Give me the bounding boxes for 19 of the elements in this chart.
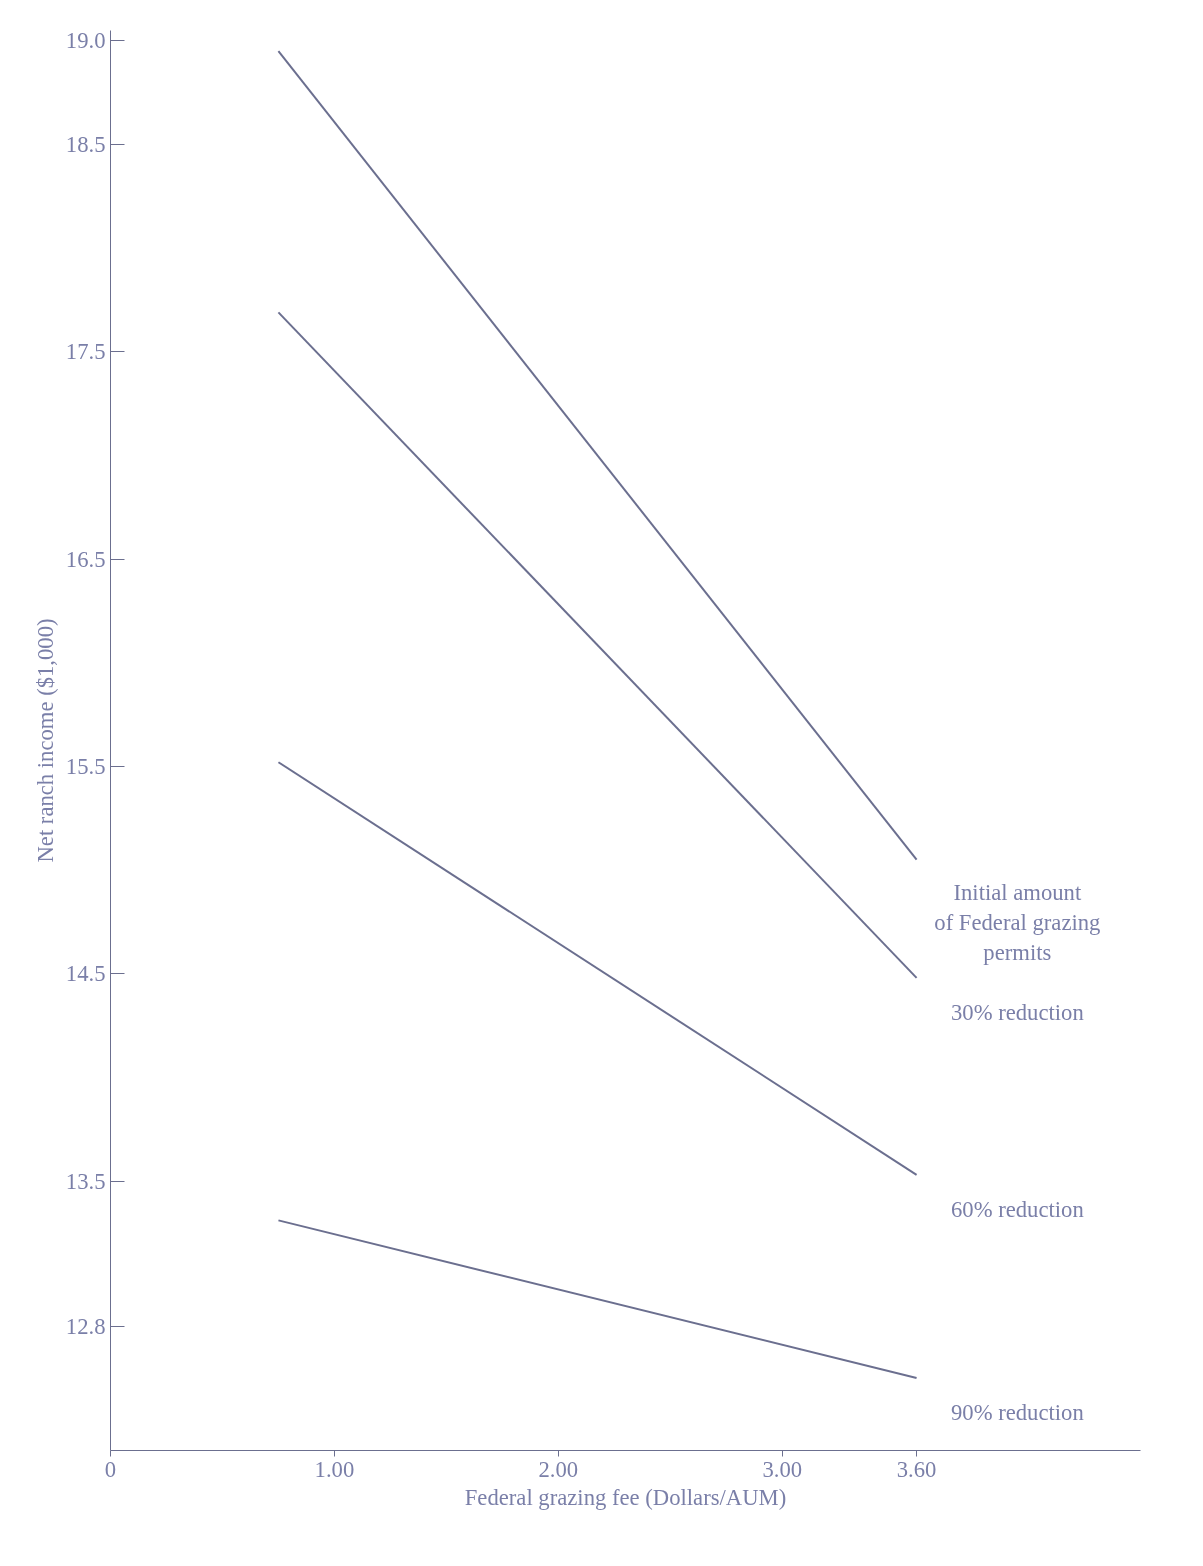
series-label: 30% reduction [950, 1000, 1084, 1026]
y-tick-label: 19.0 [65, 28, 106, 54]
y-tick-label: 15.5 [65, 753, 106, 779]
y-tick-label: 14.5 [65, 961, 106, 987]
x-tick-label: 0 [104, 1456, 117, 1482]
y-tick-label: 12.8 [65, 1313, 106, 1339]
y-axis-title: Net ranch income ($1,000) [32, 618, 58, 863]
series-label: 60% reduction [950, 1197, 1084, 1223]
x-tick-label: 1.00 [314, 1456, 355, 1482]
y-tick-label: 17.5 [65, 339, 106, 365]
y-tick-label: 18.5 [65, 132, 106, 158]
x-tick-label: 2.00 [538, 1456, 579, 1482]
x-tick-label: 3.60 [896, 1456, 937, 1482]
series-label: 90% reduction [950, 1400, 1084, 1426]
x-tick-label: 3.00 [762, 1456, 803, 1482]
x-axis-title: Federal grazing fee (Dollars/AUM) [464, 1484, 787, 1510]
y-tick-label: 13.5 [65, 1168, 106, 1194]
series-label: Initial amount of Federal grazing permits [934, 879, 1101, 965]
y-tick-label: 16.5 [65, 546, 106, 572]
